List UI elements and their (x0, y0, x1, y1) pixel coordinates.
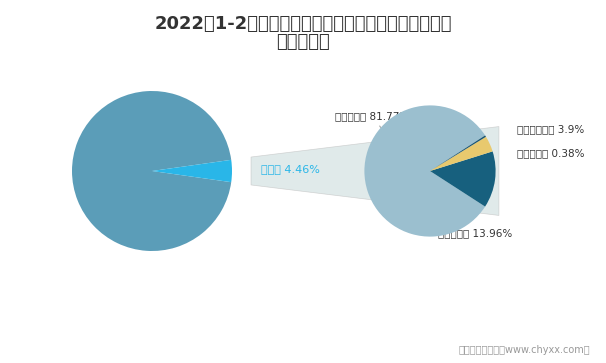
Polygon shape (251, 127, 499, 215)
Text: 风力发电量 13.96%: 风力发电量 13.96% (438, 228, 512, 238)
Wedge shape (364, 105, 485, 237)
Wedge shape (152, 160, 232, 182)
Wedge shape (430, 151, 496, 207)
Text: 水力发电量 0.38%: 水力发电量 0.38% (517, 148, 585, 158)
Text: 制图：智研咨询（www.chyxx.com）: 制图：智研咨询（www.chyxx.com） (458, 345, 590, 355)
Text: 火力发电量 81.77%: 火力发电量 81.77% (335, 111, 409, 131)
Text: 类型占比图: 类型占比图 (276, 33, 330, 51)
Text: 太阳能发电量 3.9%: 太阳能发电量 3.9% (517, 124, 584, 134)
Wedge shape (430, 135, 486, 171)
Text: 2022年1-2月河北省发电量占全国比重及该地区各发电: 2022年1-2月河北省发电量占全国比重及该地区各发电 (155, 15, 451, 33)
Wedge shape (72, 91, 231, 251)
Text: 全国其他省份
95.54%: 全国其他省份 95.54% (105, 157, 149, 185)
Text: 河北省 4.46%: 河北省 4.46% (261, 164, 319, 174)
Wedge shape (430, 137, 493, 171)
